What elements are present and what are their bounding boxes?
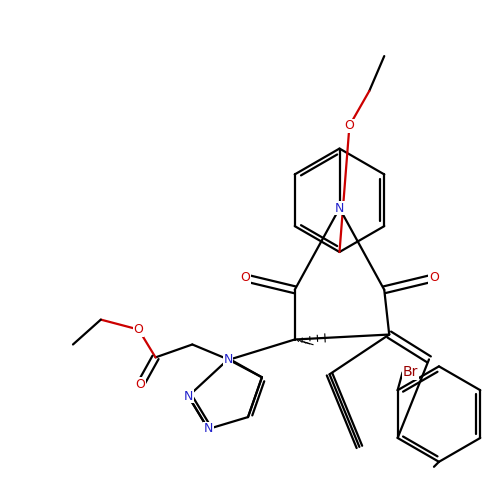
Text: O: O xyxy=(429,272,439,284)
Text: O: O xyxy=(240,272,250,284)
Text: N: N xyxy=(335,202,344,214)
Text: O: O xyxy=(344,119,354,132)
Text: O: O xyxy=(134,323,143,336)
Text: N: N xyxy=(224,353,233,366)
Text: N: N xyxy=(204,422,213,436)
Text: N: N xyxy=(184,390,193,402)
Text: O: O xyxy=(136,378,145,391)
Text: Br: Br xyxy=(402,366,418,380)
